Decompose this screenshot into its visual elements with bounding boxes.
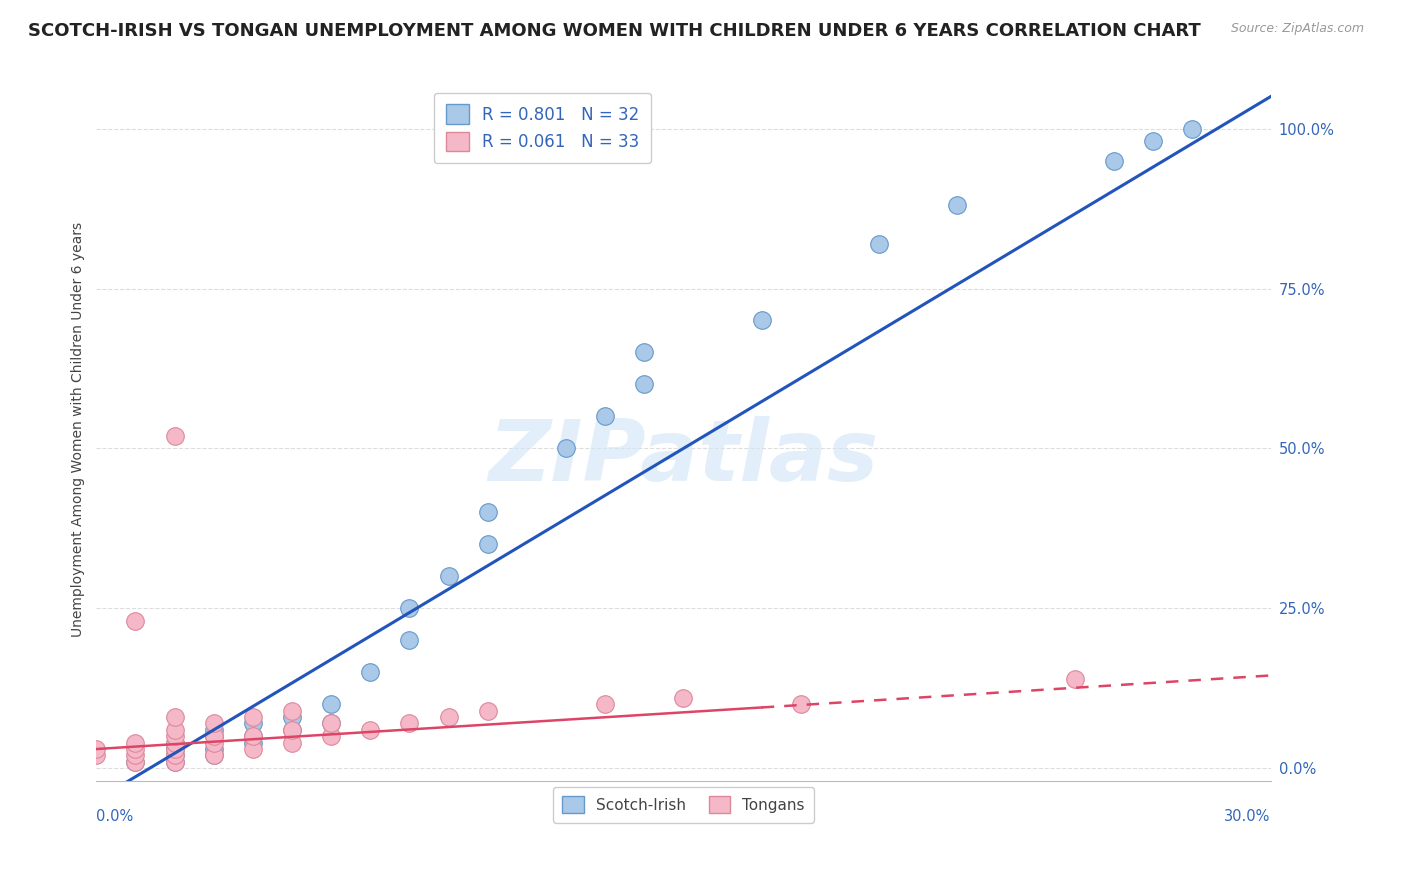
Point	[202, 729, 225, 743]
Text: 30.0%: 30.0%	[1225, 809, 1271, 824]
Point	[593, 698, 616, 712]
Text: ZIPatlas: ZIPatlas	[488, 416, 879, 499]
Point	[163, 742, 186, 756]
Y-axis label: Unemployment Among Women with Children Under 6 years: Unemployment Among Women with Children U…	[72, 221, 86, 637]
Point	[124, 742, 146, 756]
Point	[124, 755, 146, 769]
Point	[555, 442, 578, 456]
Point	[124, 614, 146, 628]
Point	[398, 633, 420, 648]
Point	[163, 428, 186, 442]
Point	[281, 736, 304, 750]
Point	[124, 748, 146, 763]
Text: 0.0%: 0.0%	[97, 809, 134, 824]
Point	[281, 710, 304, 724]
Point	[163, 723, 186, 737]
Point	[242, 716, 264, 731]
Point	[281, 704, 304, 718]
Point	[86, 748, 108, 763]
Text: Source: ZipAtlas.com: Source: ZipAtlas.com	[1230, 22, 1364, 36]
Point	[321, 716, 343, 731]
Point	[946, 198, 969, 212]
Point	[242, 710, 264, 724]
Point	[477, 704, 499, 718]
Point	[124, 736, 146, 750]
Point	[242, 736, 264, 750]
Point	[437, 710, 460, 724]
Point	[163, 748, 186, 763]
Point	[633, 345, 655, 359]
Point	[672, 690, 695, 705]
Point	[163, 736, 186, 750]
Point	[1102, 153, 1125, 168]
Point	[163, 748, 186, 763]
Point	[321, 716, 343, 731]
Point	[202, 748, 225, 763]
Point	[163, 710, 186, 724]
Point	[242, 729, 264, 743]
Point	[202, 723, 225, 737]
Point	[163, 742, 186, 756]
Text: SCOTCH-IRISH VS TONGAN UNEMPLOYMENT AMONG WOMEN WITH CHILDREN UNDER 6 YEARS CORR: SCOTCH-IRISH VS TONGAN UNEMPLOYMENT AMON…	[28, 22, 1201, 40]
Point	[790, 698, 813, 712]
Point	[163, 755, 186, 769]
Point	[163, 736, 186, 750]
Point	[163, 755, 186, 769]
Point	[124, 755, 146, 769]
Point	[359, 665, 381, 680]
Point	[359, 723, 381, 737]
Point	[398, 601, 420, 615]
Legend: Scotch-Irish, Tongans: Scotch-Irish, Tongans	[553, 787, 814, 822]
Point	[477, 505, 499, 519]
Point	[437, 569, 460, 583]
Point	[321, 729, 343, 743]
Point	[281, 723, 304, 737]
Point	[281, 723, 304, 737]
Point	[1142, 135, 1164, 149]
Point	[633, 377, 655, 392]
Point	[202, 742, 225, 756]
Point	[242, 742, 264, 756]
Point	[868, 236, 890, 251]
Point	[202, 716, 225, 731]
Point	[202, 729, 225, 743]
Point	[202, 736, 225, 750]
Point	[202, 748, 225, 763]
Point	[242, 729, 264, 743]
Point	[86, 742, 108, 756]
Point	[1181, 121, 1204, 136]
Point	[163, 729, 186, 743]
Point	[477, 537, 499, 551]
Point	[1063, 672, 1085, 686]
Point	[321, 698, 343, 712]
Point	[398, 716, 420, 731]
Point	[751, 313, 773, 327]
Point	[593, 409, 616, 424]
